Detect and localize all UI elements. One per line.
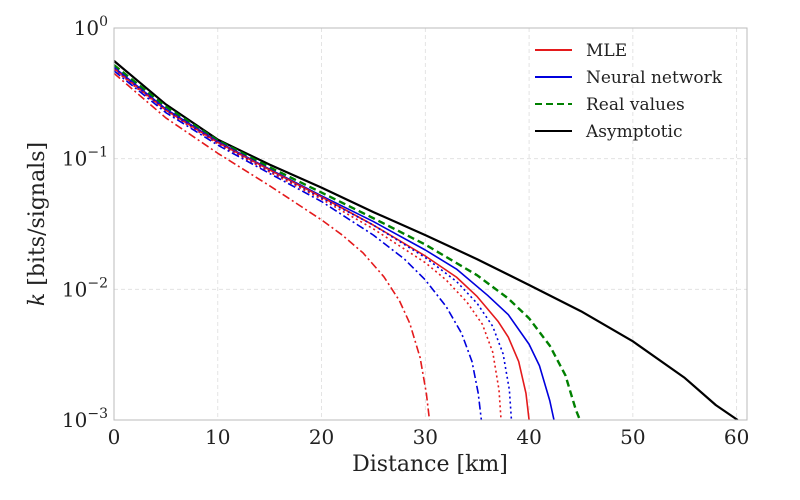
x-tick-label: 0 bbox=[108, 425, 121, 449]
x-tick-label: 20 bbox=[309, 425, 334, 449]
x-tick-label: 50 bbox=[620, 425, 645, 449]
x-tick-label: 30 bbox=[413, 425, 438, 449]
series-line-neural-network-dashdot bbox=[114, 70, 483, 420]
series-line-mle-solid bbox=[114, 67, 530, 420]
x-axis-ticks: 0 10 20 30 40 50 60 bbox=[108, 425, 750, 449]
x-tick-label: 60 bbox=[724, 425, 749, 449]
legend-label: Neural network bbox=[586, 68, 723, 88]
y-tick-label: 10−2 bbox=[62, 275, 108, 301]
series-line-mle-dashdot bbox=[114, 72, 431, 420]
series-line-mle-dotted bbox=[114, 69, 502, 420]
y-tick-label: 10−1 bbox=[62, 145, 108, 171]
y-tick-label: 10−3 bbox=[62, 406, 108, 432]
series-line-neural-network-solid bbox=[114, 66, 555, 420]
series-layer bbox=[114, 60, 739, 420]
y-axis-label-unit: [bits/signals] bbox=[25, 142, 50, 293]
legend: MLE Neural network Real values Asymptotic bbox=[535, 41, 723, 142]
series-line-real-values bbox=[114, 64, 582, 420]
x-axis-label: Distance [km] bbox=[352, 452, 508, 477]
y-axis-ticks: 10−3 10−2 10−1 100 bbox=[62, 14, 108, 432]
x-tick-label: 40 bbox=[516, 425, 541, 449]
plot-frame bbox=[113, 27, 748, 421]
series-line-neural-network-dotted bbox=[114, 67, 513, 420]
y-axis-label: k [bits/signals] bbox=[25, 142, 50, 306]
legend-label: MLE bbox=[586, 41, 627, 61]
x-tick-label: 10 bbox=[205, 425, 230, 449]
legend-label: Asymptotic bbox=[585, 122, 682, 142]
legend-label: Real values bbox=[586, 95, 685, 115]
y-tick-label: 100 bbox=[74, 14, 108, 40]
y-axis-label-variable: k bbox=[25, 293, 50, 306]
